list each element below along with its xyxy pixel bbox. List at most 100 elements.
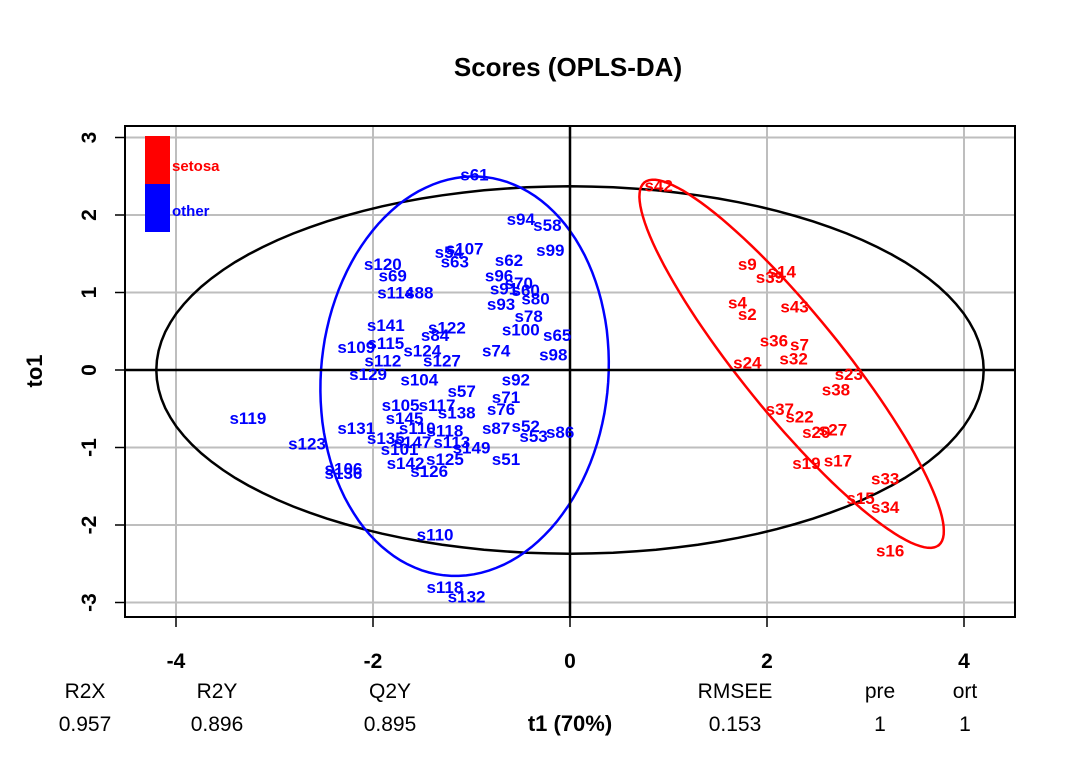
point-other: s147	[393, 433, 431, 452]
point-other: s61	[460, 166, 488, 185]
y-tick-label: 3	[78, 132, 101, 144]
point-other: s86	[546, 423, 574, 442]
point-other: s132	[448, 587, 486, 606]
point-other: s113	[433, 433, 470, 452]
chart-title: Scores (OPLS-DA)	[454, 52, 682, 82]
point-other: s124	[403, 342, 441, 361]
metric-value-rmsee: 0.153	[709, 713, 762, 736]
point-other: s63	[441, 253, 469, 272]
point-other: s80	[521, 290, 549, 309]
point-other: s91	[490, 280, 518, 299]
point-other: s76	[487, 400, 515, 419]
point-other: s62	[495, 251, 523, 270]
point-other: s114	[377, 284, 414, 303]
metric-header-pre: pre	[865, 680, 895, 703]
point-other: s125	[426, 450, 464, 469]
metric-header-ort: ort	[953, 680, 978, 703]
point-other: s52	[511, 417, 539, 436]
point-other: s92	[502, 370, 530, 389]
point-other: s98	[539, 346, 567, 365]
metric-value-r2x: 0.957	[59, 713, 112, 736]
point-setosa: s38	[822, 380, 850, 399]
y-tick-label: -3	[78, 593, 101, 612]
metric-header-q2y: Q2Y	[369, 680, 411, 703]
legend-swatch-setosa	[145, 136, 170, 184]
point-setosa: s32	[779, 349, 807, 368]
point-setosa: s24	[733, 353, 762, 372]
point-other: s74	[482, 342, 511, 361]
y-axis-ticks: -3 -2 -1 0 1 2 3	[78, 132, 126, 612]
metric-header-r2x: R2X	[65, 680, 106, 703]
point-other: s129	[349, 365, 387, 384]
point-setosa: s33	[871, 470, 899, 489]
x-tick-label: 0	[564, 650, 576, 673]
legend: setosa other	[145, 136, 220, 232]
point-other: s149	[453, 439, 491, 458]
point-other: s88	[405, 284, 433, 303]
point-other: s87	[482, 419, 510, 438]
y-tick-label: -2	[78, 516, 101, 535]
point-setosa: s34	[871, 498, 900, 517]
point-setosa: s22	[785, 408, 813, 427]
point-other: s119	[229, 409, 266, 428]
y-tick-label: 2	[78, 209, 101, 221]
point-other: s101	[381, 440, 419, 459]
point-setosa: s23	[835, 365, 863, 384]
metric-value-ort: 1	[959, 713, 971, 736]
point-other: s136	[325, 464, 363, 483]
point-setosa: s37	[766, 400, 794, 419]
point-other: s141	[367, 316, 405, 335]
legend-label-other: other	[172, 203, 210, 220]
metric-header-rmsee: RMSEE	[698, 680, 773, 703]
point-setosa: s36	[760, 332, 788, 351]
point-other: s93	[487, 295, 515, 314]
point-other: s135	[367, 429, 405, 448]
x-axis-ticks: -4 -2 0 2 4	[167, 616, 970, 673]
point-other: s107	[446, 239, 484, 258]
point-setosa: s15	[846, 489, 874, 508]
point-other: s104	[400, 370, 438, 389]
point-other: s145	[386, 409, 424, 428]
y-tick-label: -1	[78, 438, 101, 457]
point-other: s118	[426, 421, 463, 440]
point-other: s109	[337, 338, 375, 357]
point-other: s110	[399, 419, 436, 438]
point-other: s126	[410, 462, 448, 481]
point-other: s105	[382, 396, 420, 415]
x-tick-label: 2	[761, 650, 773, 673]
point-other: s99	[536, 241, 564, 260]
point-other: s118	[426, 578, 463, 597]
point-setosa: s39	[756, 268, 784, 287]
point-other: s110	[417, 525, 454, 544]
point-other: s71	[492, 388, 520, 407]
metric-value-pre: 1	[874, 713, 886, 736]
point-setosa: s9	[738, 255, 757, 274]
point-other: s58	[533, 216, 561, 235]
point-other: s84	[421, 326, 450, 345]
y-tick-label: 1	[78, 286, 101, 298]
point-other: s94	[507, 210, 536, 229]
point-setosa: s43	[780, 297, 808, 316]
ellipse-setosa	[638, 178, 946, 550]
point-setosa: s16	[876, 542, 904, 561]
point-setosa: s42	[644, 177, 672, 196]
point-other: s127	[423, 352, 461, 371]
x-tick-label: -2	[364, 650, 383, 673]
point-setosa: s19	[792, 454, 820, 473]
y-tick-label: 0	[78, 364, 101, 376]
legend-swatch-other	[145, 184, 170, 232]
metric-value-q2y: 0.895	[364, 713, 417, 736]
point-setosa: s2	[738, 305, 757, 324]
point-other: s65	[543, 326, 571, 345]
point-setosa: s4	[728, 294, 747, 313]
legend-label-setosa: setosa	[172, 158, 220, 175]
point-other: s106	[325, 459, 363, 478]
point-other: s78	[514, 307, 542, 326]
x-tick-label: -4	[167, 650, 186, 673]
point-other: s115	[367, 334, 404, 353]
metric-header-r2y: R2Y	[197, 680, 238, 703]
point-other: s117	[419, 396, 456, 415]
y-axis-label: to1	[22, 355, 47, 388]
